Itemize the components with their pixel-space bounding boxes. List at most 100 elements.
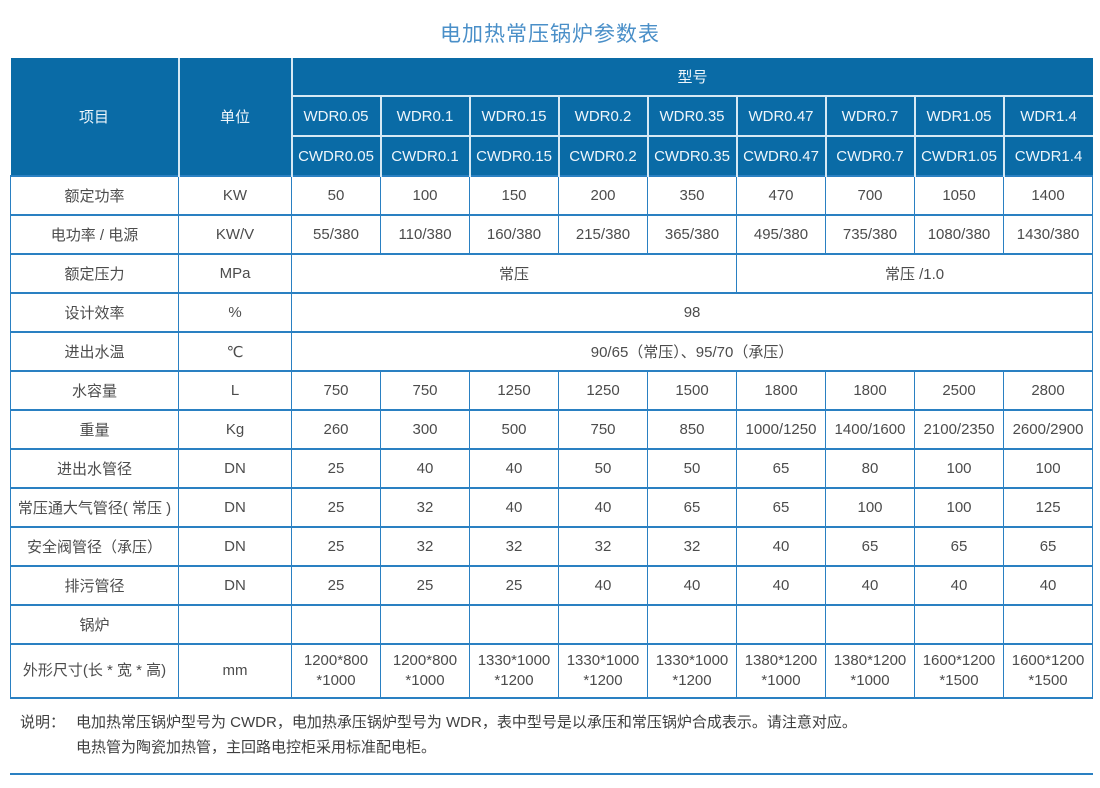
row-label: 进出水管径	[10, 448, 179, 489]
row-unit: %	[178, 292, 292, 333]
cell	[469, 604, 559, 645]
cell	[736, 604, 826, 645]
cell: 495/380	[736, 214, 826, 255]
cell: 1430/380	[1002, 214, 1094, 255]
cell	[825, 604, 915, 645]
model-name: WDR1.05	[914, 96, 1005, 137]
row-label: 额定压力	[10, 253, 179, 294]
model-name: CWDR0.2	[558, 136, 649, 176]
cell: 470	[736, 175, 826, 216]
row-label: 重量	[10, 409, 179, 450]
model-name: WDR0.05	[291, 96, 382, 137]
cell: 1400/1600	[825, 409, 915, 450]
cell: 1400	[1002, 175, 1094, 216]
cell-span: 常压 /1.0	[735, 253, 1094, 294]
model-name: CWDR0.05	[291, 136, 382, 176]
table-row-electric-power: 电功率 / 电源 KW/V 55/380 110/380 160/380 215…	[10, 214, 1094, 255]
table-body: 额定功率 KW 50 100 150 200 350 470 700 1050 …	[10, 175, 1094, 699]
footnote-line: 电加热常压锅炉型号为 CWDR，电加热承压锅炉型号为 WDR，表中型号是以承压和…	[76, 714, 857, 731]
row-unit	[178, 604, 292, 645]
cell: 40	[558, 565, 648, 606]
cell: 40	[380, 448, 470, 489]
row-unit: DN	[178, 565, 292, 606]
cell-span: 90/65（常压）、95/70（承压）	[290, 331, 1094, 372]
cell: 1380*1200 *1000	[736, 643, 826, 699]
cell-span: 98	[290, 292, 1094, 333]
cell: 100	[914, 487, 1004, 528]
cell: 150	[469, 175, 559, 216]
cell: 80	[825, 448, 915, 489]
cell: 32	[380, 487, 470, 528]
model-name: WDR0.7	[825, 96, 916, 137]
cell: 850	[647, 409, 737, 450]
cell: 300	[380, 409, 470, 450]
table-header: 项目 单位 型号 WDR0.05 WDR0.1 WDR0.15 WDR0.2 W…	[10, 58, 1093, 176]
cell: 2600/2900	[1002, 409, 1094, 450]
model-name: CWDR0.15	[469, 136, 560, 176]
cell: 1000/1250	[736, 409, 826, 450]
table-row-rated-pressure: 额定压力 MPa 常压 常压 /1.0	[10, 253, 1094, 294]
cell: 750	[380, 370, 470, 411]
cell: 40	[1002, 565, 1094, 606]
header-group-row: 项目 单位 型号	[10, 58, 1093, 176]
cell: 1080/380	[914, 214, 1004, 255]
cell: 50	[647, 448, 737, 489]
cell: 1600*1200 *1500	[914, 643, 1004, 699]
table-row-blowdown-dn: 排污管径 DN 25 25 25 40 40 40 40 40 40	[10, 565, 1094, 606]
cell: 1330*1000 *1200	[647, 643, 737, 699]
row-label: 进出水温	[10, 331, 179, 372]
cell: 1050	[914, 175, 1004, 216]
model-name: CWDR0.7	[825, 136, 916, 176]
table-row-rated-power: 额定功率 KW 50 100 150 200 350 470 700 1050 …	[10, 175, 1094, 216]
cell	[291, 604, 381, 645]
cell: 40	[469, 487, 559, 528]
cell: 1330*1000 *1200	[558, 643, 648, 699]
row-label: 安全阀管径（承压）	[10, 526, 179, 567]
cell: 200	[558, 175, 648, 216]
cell: 50	[558, 448, 648, 489]
row-unit: L	[178, 370, 292, 411]
model-name: CWDR1.4	[1003, 136, 1093, 176]
cell: 50	[291, 175, 381, 216]
table-row-dimensions: 外形尺寸(长 * 宽 * 高) mm 1200*800 *1000 1200*8…	[10, 643, 1094, 699]
table-row-design-efficiency: 设计效率 % 98	[10, 292, 1094, 333]
cell: 32	[558, 526, 648, 567]
cell: 2500	[914, 370, 1004, 411]
model-name: CWDR0.47	[736, 136, 827, 176]
cell: 1250	[469, 370, 559, 411]
cell: 100	[380, 175, 470, 216]
cell: 65	[825, 526, 915, 567]
cell: 32	[380, 526, 470, 567]
row-unit: DN	[178, 526, 292, 567]
cell: 1200*800 *1000	[380, 643, 470, 699]
footnote-label: 说明：	[20, 714, 66, 731]
row-label: 电功率 / 电源	[10, 214, 179, 255]
cell: 2100/2350	[914, 409, 1004, 450]
cell: 32	[469, 526, 559, 567]
cell: 65	[914, 526, 1004, 567]
row-label: 水容量	[10, 370, 179, 411]
cell: 40	[558, 487, 648, 528]
cell	[647, 604, 737, 645]
row-unit: ℃	[178, 331, 292, 372]
cell: 260	[291, 409, 381, 450]
cell: 735/380	[825, 214, 915, 255]
cell: 350	[647, 175, 737, 216]
header-models-wdr: WDR0.05 WDR0.1 WDR0.15 WDR0.2 WDR0.35 WD…	[11, 96, 1093, 137]
footnote-body: 电加热常压锅炉型号为 CWDR，电加热承压锅炉型号为 WDR，表中型号是以承压和…	[76, 710, 1087, 760]
cell: 40	[736, 526, 826, 567]
row-unit: DN	[178, 487, 292, 528]
cell: 1500	[647, 370, 737, 411]
cell: 55/380	[291, 214, 381, 255]
model-name: WDR0.15	[469, 96, 560, 137]
cell: 1600*1200 *1500	[1002, 643, 1094, 699]
row-label: 排污管径	[10, 565, 179, 606]
row-unit: mm	[178, 643, 292, 699]
model-name: WDR0.35	[647, 96, 738, 137]
cell	[914, 604, 1004, 645]
cell: 25	[291, 565, 381, 606]
table-row-water-pipe-dn: 进出水管径 DN 25 40 40 50 50 65 80 100 100	[10, 448, 1094, 489]
cell: 1800	[736, 370, 826, 411]
model-name: WDR0.47	[736, 96, 827, 137]
